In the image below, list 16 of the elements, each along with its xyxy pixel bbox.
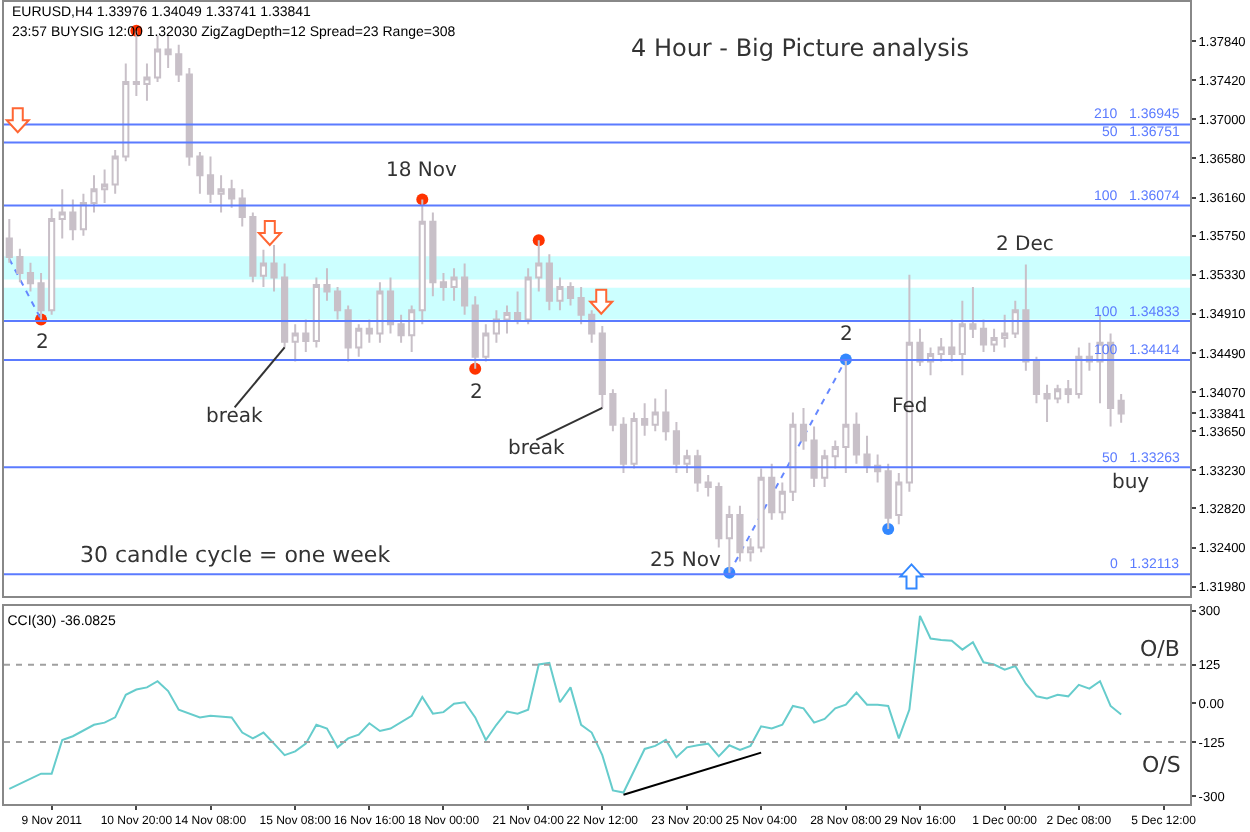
annotation: 25 Nov — [650, 550, 721, 572]
text: 4 Hour - Big Picture analysis — [631, 34, 969, 63]
annotation: 30 candle cycle = one week — [80, 542, 392, 568]
annotation: 2 — [840, 324, 853, 346]
annotation: 2 Dec — [996, 234, 1054, 256]
annotation: Fed — [892, 396, 928, 418]
line-series — [8, 614, 1123, 794]
annotation: O/S — [1142, 752, 1181, 778]
annotation: 2 — [36, 332, 49, 354]
annotation: break — [206, 406, 264, 428]
annotation: O/B — [1140, 636, 1180, 662]
annotation: buy — [1112, 472, 1150, 494]
annotation: break — [508, 438, 566, 460]
annotation: 2 — [470, 382, 483, 404]
annotation: 18 Nov — [386, 160, 457, 182]
candlestick — [1117, 393, 1125, 424]
